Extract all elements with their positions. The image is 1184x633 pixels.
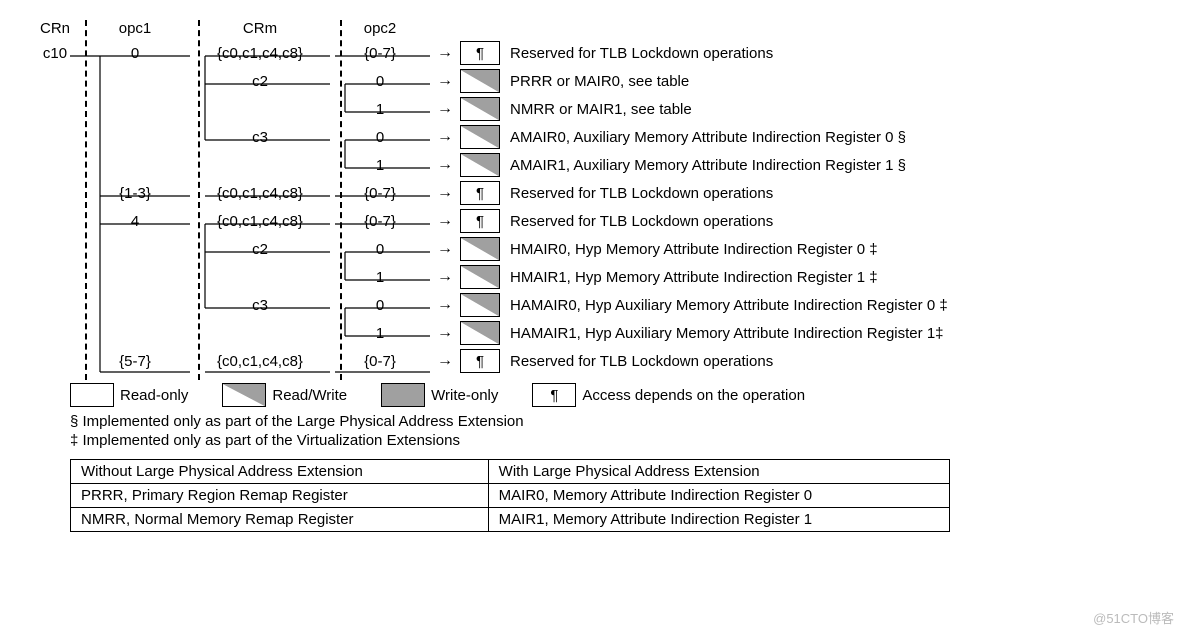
opc2-cell: {0-7} [330, 185, 430, 202]
pilcrow-icon: ¶ [476, 353, 484, 370]
header-opc2: opc2 [330, 20, 430, 37]
legend-label-readonly: Read-only [120, 387, 188, 404]
watermark: @51CTO博客 [1093, 608, 1174, 627]
access-box [460, 293, 500, 317]
arrow-icon: → [430, 352, 460, 370]
footnotes: § Implemented only as part of the Large … [70, 413, 1154, 449]
access-box [460, 69, 500, 93]
table-cell: NMRR, Normal Memory Remap Register [71, 508, 489, 532]
access-box [460, 153, 500, 177]
pilcrow-icon: ¶ [476, 45, 484, 62]
access-box: ¶ [460, 209, 500, 233]
register-description: AMAIR0, Auxiliary Memory Attribute Indir… [510, 129, 1154, 146]
opc2-cell: {0-7} [330, 45, 430, 62]
table-row: NMRR, Normal Memory Remap Register MAIR1… [71, 508, 950, 532]
register-description: NMRR or MAIR1, see table [510, 101, 1154, 118]
opc2-cell: 1 [330, 325, 430, 342]
register-description: Reserved for TLB Lockdown operations [510, 213, 1154, 230]
arrow-icon: → [430, 156, 460, 174]
arrow-icon: → [430, 184, 460, 202]
table-cell: MAIR0, Memory Attribute Indirection Regi… [488, 484, 949, 508]
access-box: ¶ [460, 181, 500, 205]
table-header-left: Without Large Physical Address Extension [71, 460, 489, 484]
register-description: HAMAIR0, Hyp Auxiliary Memory Attribute … [510, 297, 1154, 314]
opc2-cell: 1 [330, 269, 430, 286]
crm-cell: c3 [190, 297, 330, 314]
legend: Read-only Read/Write Write-only ¶ Access… [70, 383, 1154, 407]
crm-cell: c2 [190, 73, 330, 90]
opc1-cell: {5-7} [80, 353, 190, 370]
register-description: HMAIR1, Hyp Memory Attribute Indirection… [510, 269, 1154, 286]
access-box: ¶ [460, 41, 500, 65]
footnote-virt: ‡ Implemented only as part of the Virtua… [70, 432, 1154, 449]
arrow-icon: → [430, 72, 460, 90]
arrow-icon: → [430, 268, 460, 286]
opc1-cell: {1-3} [80, 185, 190, 202]
table-row: PRRR, Primary Region Remap Register MAIR… [71, 484, 950, 508]
dash-opc1-crm [198, 20, 200, 380]
dash-crn-opc1 [85, 20, 87, 380]
opc2-cell: {0-7} [330, 213, 430, 230]
access-box [460, 265, 500, 289]
register-description: Reserved for TLB Lockdown operations [510, 353, 1154, 370]
opc2-cell: 0 [330, 73, 430, 90]
access-box [460, 237, 500, 261]
access-box [460, 97, 500, 121]
legend-box-paragraph: ¶ [532, 383, 576, 407]
footnote-lpa: § Implemented only as part of the Large … [70, 413, 1154, 430]
opc1-cell: 4 [80, 213, 190, 230]
register-description: HAMAIR1, Hyp Auxiliary Memory Attribute … [510, 325, 1154, 342]
arrow-icon: → [430, 240, 460, 258]
crm-cell: {c0,c1,c4,c8} [190, 353, 330, 370]
crn-cell: c10 [30, 45, 80, 62]
table-header-right: With Large Physical Address Extension [488, 460, 949, 484]
opc2-cell: 1 [330, 157, 430, 174]
crm-cell: {c0,c1,c4,c8} [190, 45, 330, 62]
opc1-cell: 0 [80, 45, 190, 62]
opc2-cell: 0 [330, 241, 430, 258]
opc2-cell: {0-7} [330, 353, 430, 370]
arrow-icon: → [430, 100, 460, 118]
arrow-icon: → [430, 44, 460, 62]
crm-cell: c2 [190, 241, 330, 258]
header-opc1: opc1 [80, 20, 190, 37]
legend-box-writeonly [381, 383, 425, 407]
register-description: HMAIR0, Hyp Memory Attribute Indirection… [510, 241, 1154, 258]
arrow-icon: → [430, 296, 460, 314]
crm-cell: c3 [190, 129, 330, 146]
arrow-icon: → [430, 212, 460, 230]
extension-table: Without Large Physical Address Extension… [70, 459, 950, 532]
access-box: ¶ [460, 349, 500, 373]
access-box [460, 321, 500, 345]
header-crn: CRn [30, 20, 80, 37]
pilcrow-icon: ¶ [476, 185, 484, 202]
register-description: AMAIR1, Auxiliary Memory Attribute Indir… [510, 157, 1154, 174]
opc2-cell: 1 [330, 101, 430, 118]
opc2-cell: 0 [330, 297, 430, 314]
arrow-icon: → [430, 324, 460, 342]
dash-crm-opc2 [340, 20, 342, 380]
register-description: PRRR or MAIR0, see table [510, 73, 1154, 90]
pilcrow-icon: ¶ [550, 387, 558, 404]
arrow-icon: → [430, 128, 460, 146]
crm-cell: {c0,c1,c4,c8} [190, 213, 330, 230]
register-description: Reserved for TLB Lockdown operations [510, 185, 1154, 202]
legend-label-writeonly: Write-only [431, 387, 498, 404]
table-row: Without Large Physical Address Extension… [71, 460, 950, 484]
crm-cell: {c0,c1,c4,c8} [190, 185, 330, 202]
table-cell: PRRR, Primary Region Remap Register [71, 484, 489, 508]
legend-box-readonly [70, 383, 114, 407]
register-description: Reserved for TLB Lockdown operations [510, 45, 1154, 62]
opc2-cell: 0 [330, 129, 430, 146]
table-cell: MAIR1, Memory Attribute Indirection Regi… [488, 508, 949, 532]
legend-box-readwrite [222, 383, 266, 407]
header-crm: CRm [190, 20, 330, 37]
pilcrow-icon: ¶ [476, 213, 484, 230]
legend-label-paragraph: Access depends on the operation [582, 387, 805, 404]
legend-label-readwrite: Read/Write [272, 387, 347, 404]
access-box [460, 125, 500, 149]
